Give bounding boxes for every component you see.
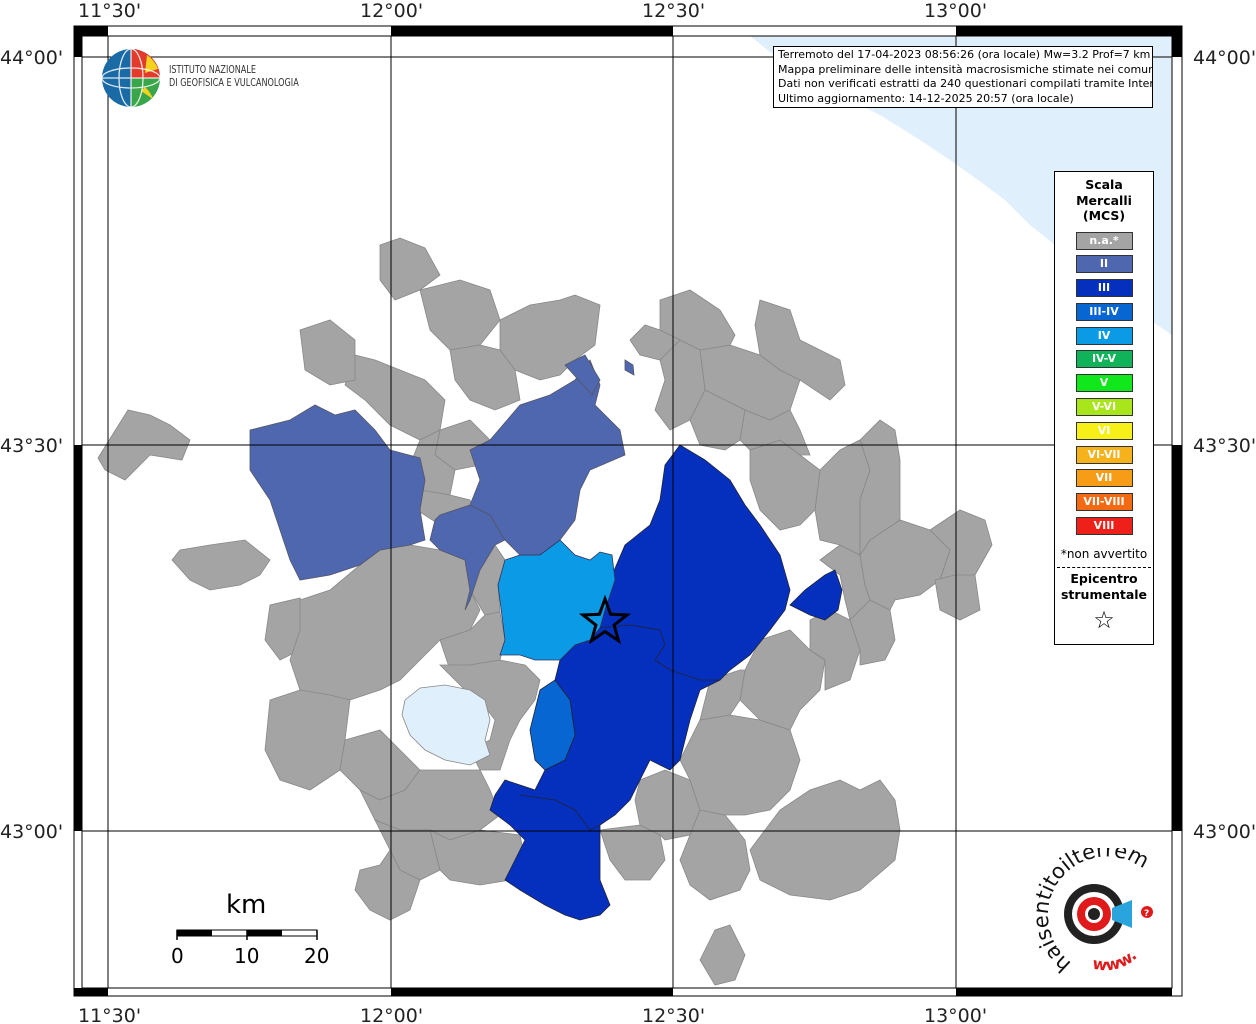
region-na [97, 237, 993, 986]
scale-bar: km 0 10 20 [160, 890, 340, 970]
scale-bar-graphic [176, 929, 318, 940]
legend-item-vi: VI [1075, 421, 1133, 440]
scale-tick-10: 10 [234, 944, 260, 968]
intensity-legend: Scala Mercalli (MCS) n.a.* II III III-IV IV I… [1054, 171, 1154, 645]
legend-item-vii-viii: VII-VIII [1075, 493, 1133, 512]
svg-text:?: ? [1144, 909, 1149, 919]
legend-item-iv-v: IV-V [1075, 350, 1133, 369]
star-icon: ☆ [1093, 606, 1115, 635]
lat-label-4300-left: 43°00' [0, 821, 63, 843]
ingv-name-line1: ISTITUTO NAZIONALE [169, 64, 257, 76]
legend-item-viii: VIII [1075, 517, 1133, 536]
sea-area [750, 36, 1172, 335]
legend-item-ii: II [1075, 255, 1133, 274]
map-frame [73, 25, 1183, 997]
scale-unit: km [226, 890, 267, 920]
event-info-line3: Dati non verificati estratti da 240 ques… [778, 77, 1153, 91]
lon-label-1300-top: 13°00' [924, 0, 987, 22]
scale-tick-0: 0 [171, 944, 184, 968]
lon-label-1230-top: 12°30' [642, 0, 705, 22]
region-III-IV [529, 679, 576, 771]
lat-label-4300-right: 43°00' [1193, 821, 1256, 843]
municipal-boundaries [519, 624, 720, 831]
lat-label-4330-left: 43°30' [0, 435, 63, 457]
lon-label-1300-bottom: 13°00' [924, 1005, 987, 1024]
event-info-line4: Ultimo aggiornamento: 14-12-2025 20:57 (… [778, 91, 1074, 105]
lon-label-1200-bottom: 12°00' [360, 1005, 423, 1024]
region-II [249, 354, 635, 611]
legend-divider [1057, 567, 1151, 569]
scale-tick-20: 20 [304, 944, 330, 968]
legend-item-vii: VII [1075, 469, 1133, 488]
lon-label-1200-top: 12°00' [360, 0, 423, 22]
globe-icon [101, 48, 161, 108]
legend-item-iv: IV [1075, 326, 1133, 345]
haisentito-logo-graphic: ? haisentitoilterremoto.it www. [1026, 829, 1154, 977]
legend-note: *non avvertito [1060, 547, 1148, 562]
lat-label-4400-right: 44°00' [1193, 47, 1256, 69]
epicenter-star[interactable] [578, 594, 632, 645]
event-info-line1: Terremoto del 17-04-2023 08:56:26 (ora l… [778, 48, 1151, 61]
legend-item-v: V [1075, 374, 1133, 393]
event-info-box: Terremoto del 17-04-2023 08:56:26 (ora l… [773, 46, 1153, 108]
haisentito-logo-url: www. [1091, 946, 1140, 975]
legend-item-na: n.a.* [1075, 231, 1133, 250]
legend-item-iii: III [1075, 279, 1133, 298]
lat-label-4400-left: 44°00' [0, 47, 63, 69]
ingv-logo: ISTITUTO NAZIONALE DI GEOFISICA E VULCAN… [101, 47, 331, 109]
legend-title: Scala Mercalli (MCS) [1076, 177, 1132, 223]
lon-label-1130-top: 11°30' [78, 0, 141, 22]
legend-item-vi-vii: VI-VII [1075, 445, 1133, 464]
event-info-line2: Mappa preliminare delle intensità macros… [778, 62, 1153, 76]
legend-item-v-vi: V-VI [1075, 398, 1133, 417]
lat-label-4330-right: 43°30' [1193, 435, 1256, 457]
lake-trasimeno [401, 684, 491, 766]
ingv-name-line2: DI GEOFISICA E VULCANOLOGIA [169, 77, 299, 89]
lon-label-1230-bottom: 12°30' [642, 1005, 705, 1024]
haisentito-logo[interactable]: ? haisentitoilterremoto.it www. [1026, 829, 1172, 978]
lon-label-1130-bottom: 11°30' [78, 1005, 141, 1024]
region-IV [497, 539, 616, 661]
region-III [489, 444, 843, 921]
legend-item-iii-iv: III-IV [1075, 302, 1133, 321]
legend-epicenter-label: Epicentro strumentale [1060, 571, 1148, 603]
